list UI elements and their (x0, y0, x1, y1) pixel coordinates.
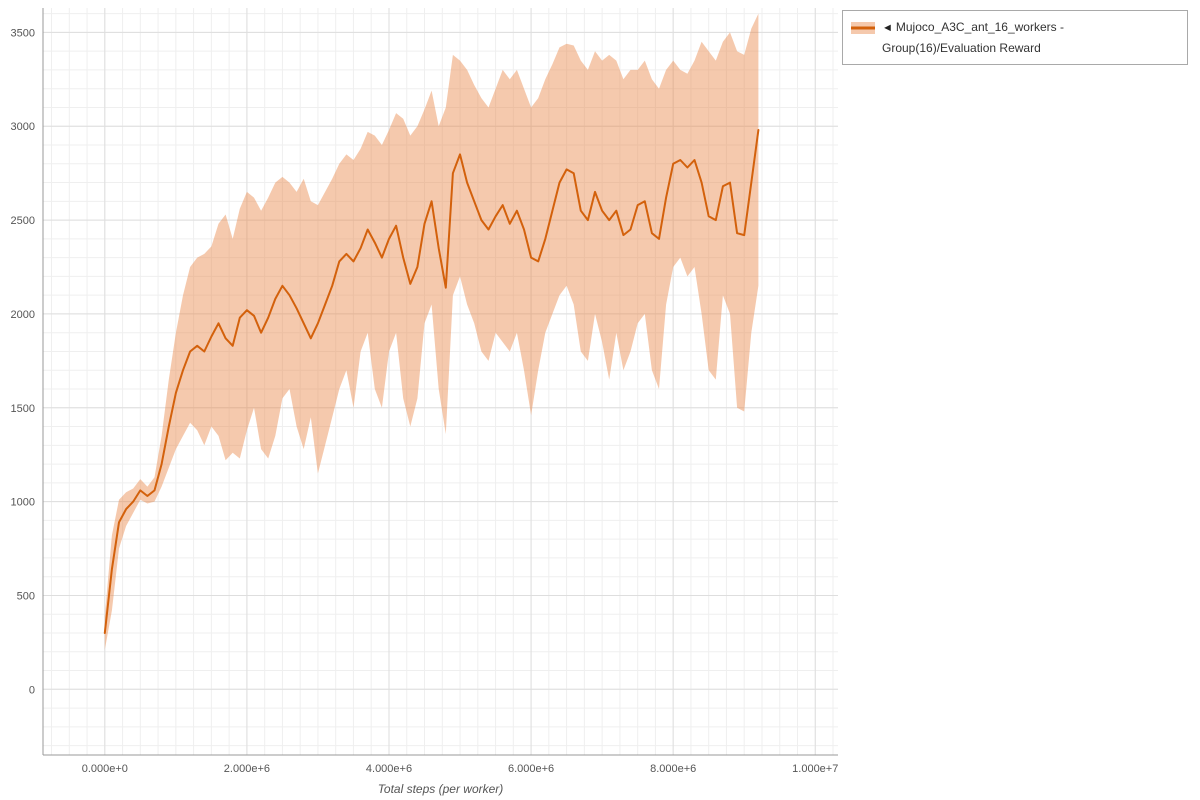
legend-entry: ◄ Mujoco_A3C_ant_16_workers - Group(16)/E… (882, 17, 1179, 58)
y-tick-label: 1000 (11, 497, 35, 509)
x-tick-label: 0.000e+0 (82, 763, 128, 775)
y-tick-label: 2000 (11, 309, 35, 321)
x-tick-label: 4.000e+6 (366, 763, 412, 775)
y-tick-label: 1500 (11, 403, 35, 415)
legend[interactable]: ◄ Mujoco_A3C_ant_16_workers - Group(16)/E… (842, 10, 1188, 66)
y-tick-label: 3000 (11, 121, 35, 133)
legend-collapse-icon[interactable]: ◄ (882, 22, 893, 34)
x-tick-label: 8.000e+6 (650, 763, 696, 775)
legend-swatch-icon (851, 22, 875, 34)
y-tick-label: 0 (29, 684, 35, 696)
x-axis-title: Total steps (per worker) (378, 782, 504, 796)
y-tick-label: 3500 (11, 27, 35, 39)
y-tick-label: 2500 (11, 215, 35, 227)
legend-line-sample (851, 26, 875, 30)
x-tick-label: 6.000e+6 (508, 763, 554, 775)
x-tick-label: 2.000e+6 (224, 763, 270, 775)
confidence-band (104, 13, 759, 650)
mean-line (103, 129, 760, 634)
legend-series-name: Mujoco_A3C_ant_16_workers - Group(16)/Ev… (882, 20, 1064, 55)
x-tick-label: 1.000e+7 (792, 763, 838, 775)
y-tick-label: 500 (17, 590, 35, 602)
